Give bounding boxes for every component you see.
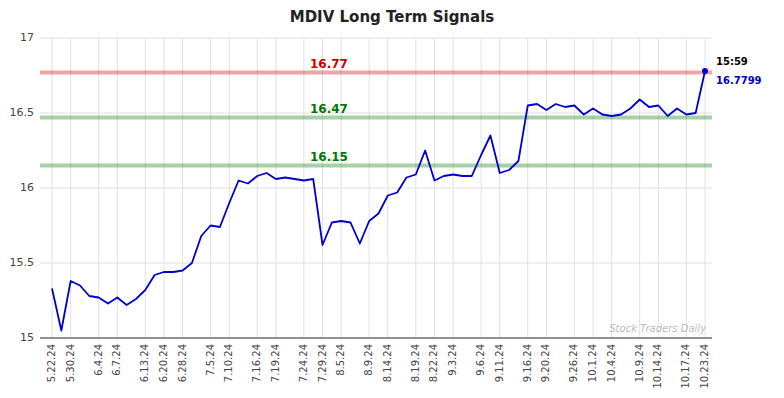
x-tick-label: 7.5.24	[205, 344, 216, 376]
x-tick-label: 9.16.24	[522, 344, 533, 382]
grid-line	[40, 113, 712, 114]
reference-label: 16.77	[310, 57, 348, 71]
watermark: Stock Traders Daily	[609, 323, 707, 334]
grid-line	[658, 38, 659, 338]
grid-line	[163, 38, 164, 338]
grid-line	[182, 38, 183, 338]
grid	[40, 38, 712, 338]
x-tick-label: 8.5.24	[335, 344, 346, 376]
grid-line	[70, 38, 71, 338]
grid-line	[611, 38, 612, 338]
x-tick-label: 7.29.24	[317, 344, 328, 382]
grid-line	[117, 38, 118, 338]
reference-line	[40, 164, 712, 168]
x-tick-label: 8.9.24	[363, 344, 374, 376]
grid-line	[705, 38, 706, 338]
x-tick-label: 6.20.24	[158, 344, 169, 382]
grid-line	[40, 338, 712, 339]
grid-line	[145, 38, 146, 338]
last-time: 15:59	[716, 56, 748, 67]
grid-line	[686, 38, 687, 338]
x-tick-label: 9.3.24	[447, 344, 458, 376]
x-tick-label: 10.4.24	[606, 344, 617, 382]
grid-line	[303, 38, 304, 338]
chart: MDIV Long Term Signals 15 15.5 16 16.5 17 5.22…	[0, 0, 784, 398]
x-tick-label: 6.28.24	[177, 344, 188, 382]
x-tick-label: 6.13.24	[139, 344, 150, 382]
x-tick-label: 6.4.24	[93, 344, 104, 376]
grid-line	[40, 188, 712, 189]
reference-label: 16.15	[310, 150, 348, 164]
grid-line	[499, 38, 500, 338]
grid-line	[593, 38, 594, 338]
x-tick-label: 10.14.24	[652, 344, 663, 389]
grid-line	[574, 38, 575, 338]
grid-line	[453, 38, 454, 338]
grid-line	[229, 38, 230, 338]
x-tick-label: 10.17.24	[680, 344, 691, 389]
grid-line	[387, 38, 388, 338]
y-tick-label: 16.5	[10, 106, 35, 119]
title: MDIV Long Term Signals	[290, 8, 495, 26]
reference-label: 16.47	[310, 102, 348, 116]
x-tick-label: 7.24.24	[298, 344, 309, 382]
x-tick-label: 8.22.24	[428, 344, 439, 382]
x-tick-label: 9.26.24	[568, 344, 579, 382]
y-tick-label: 15	[20, 331, 34, 344]
x-tick-label: 5.30.24	[65, 344, 76, 382]
x-tick-label: 10.1.24	[587, 344, 598, 382]
x-tick-label: 9.11.24	[494, 344, 505, 382]
plot-area	[40, 68, 712, 330]
grid-line	[275, 38, 276, 338]
y-tick-label: 17	[20, 31, 34, 44]
price-line	[52, 71, 705, 330]
x-tick-label: 9.6.24	[475, 344, 486, 376]
x-tick-label: 10.9.24	[634, 344, 645, 382]
grid-line	[257, 38, 258, 338]
y-tick-label: 16	[20, 181, 34, 194]
grid-line	[434, 38, 435, 338]
x-tick-label: 8.14.24	[382, 344, 393, 382]
last-price: 16.7799	[716, 75, 762, 86]
x-tick-label: 7.16.24	[251, 344, 262, 382]
grid-line	[341, 38, 342, 338]
grid-line	[210, 38, 211, 338]
grid-line	[322, 38, 323, 338]
x-tick-label: 5.22.24	[46, 344, 57, 382]
grid-line	[527, 38, 528, 338]
x-tick-label: 7.19.24	[270, 344, 281, 382]
x-tick-label: 6.7.24	[111, 344, 122, 376]
x-tick-label: 8.19.24	[410, 344, 421, 382]
x-axis	[40, 338, 712, 339]
grid-line	[481, 38, 482, 338]
y-tick-label: 15.5	[10, 256, 35, 269]
grid-line	[546, 38, 547, 338]
grid-line	[639, 38, 640, 338]
x-tick-label: 9.20.24	[540, 344, 551, 382]
reference-line	[40, 71, 712, 75]
x-tick-label: 10.23.24	[699, 344, 710, 389]
grid-line	[369, 38, 370, 338]
grid-line	[415, 38, 416, 338]
x-tick-label: 7.10.24	[223, 344, 234, 382]
last-point	[702, 68, 708, 74]
grid-line	[40, 38, 712, 39]
grid-line	[40, 263, 712, 264]
grid-line	[98, 38, 99, 338]
